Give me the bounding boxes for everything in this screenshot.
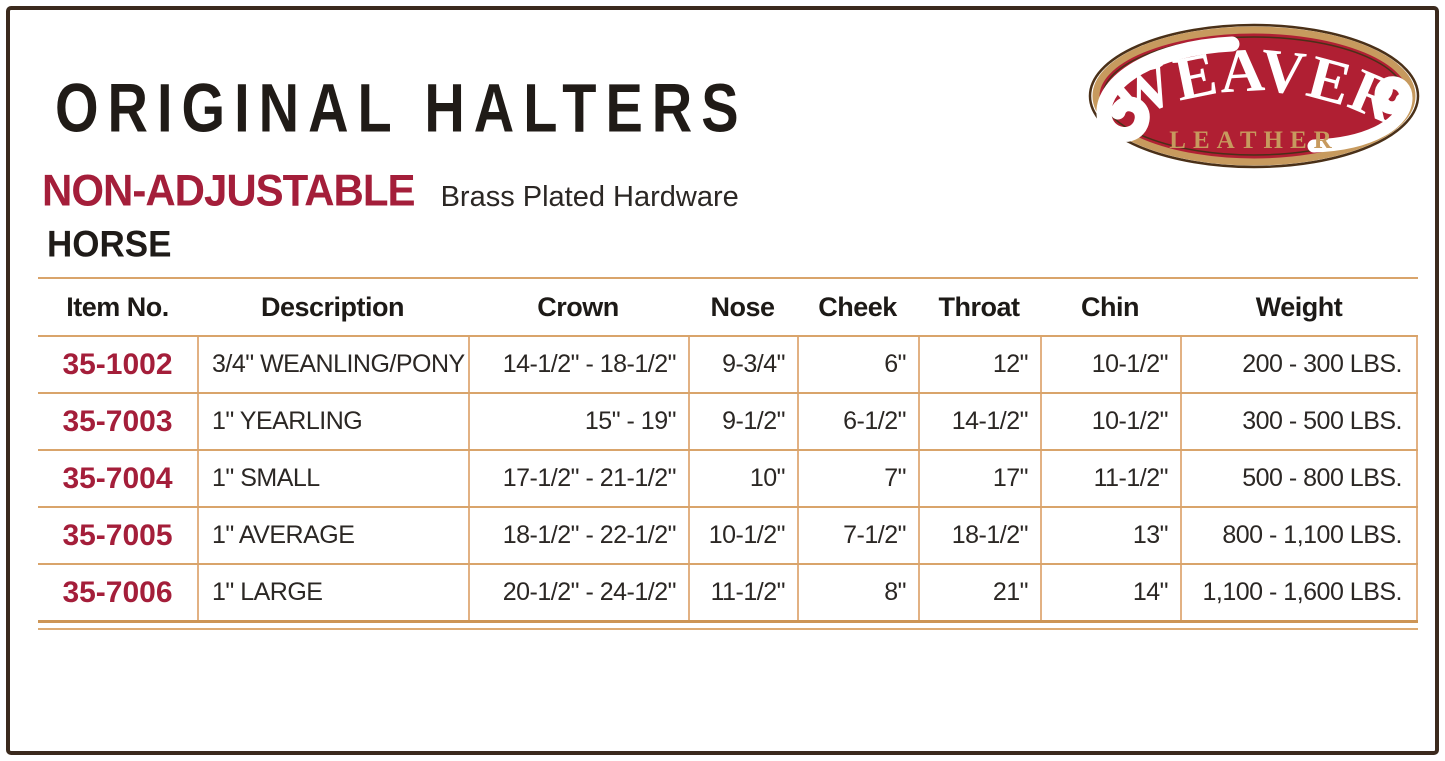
cell-nose: 9-1/2": [688, 394, 797, 449]
cell-weight: 1,100 - 1,600 LBS.: [1180, 565, 1418, 620]
cell-cheek: 7-1/2": [797, 508, 918, 563]
table-bottom-rule: [38, 628, 1418, 630]
cell-chin: 10-1/2": [1040, 394, 1180, 449]
subtitle-row: NON-ADJUSTABLE Brass Plated Hardware: [42, 165, 739, 216]
cell-cheek: 6": [797, 337, 918, 392]
cell-description: 1" YEARLING: [197, 394, 468, 449]
col-header-weight: Weight: [1255, 291, 1343, 322]
cell-crown: 17-1/2" - 21-1/2": [468, 451, 688, 506]
subtitle: NON-ADJUSTABLE: [42, 165, 416, 215]
table-row: 35-7004 1" SMALL 17-1/2" - 21-1/2" 10" 7…: [38, 451, 1418, 508]
cell-chin: 14": [1040, 565, 1180, 620]
table-row: 35-7003 1" YEARLING 15" - 19" 9-1/2" 6-1…: [38, 394, 1418, 451]
cell-crown: 15" - 19": [468, 394, 688, 449]
logo-outer-ring: [1088, 23, 1420, 169]
table-header-row: Item No. Description Crown Nose Cheek Th…: [38, 277, 1418, 337]
cell-crown: 18-1/2" - 22-1/2": [468, 508, 688, 563]
cell-cheek: 8": [797, 565, 918, 620]
col-header-item-no: Item No.: [66, 291, 169, 322]
cell-item-no: 35-7004: [62, 461, 173, 495]
cell-chin: 10-1/2": [1040, 337, 1180, 392]
cell-chin: 13": [1040, 508, 1180, 563]
cell-description: 3/4" WEANLING/PONY: [197, 337, 468, 392]
table-row: 35-7006 1" LARGE 20-1/2" - 24-1/2" 11-1/…: [38, 565, 1418, 623]
cell-cheek: 7": [797, 451, 918, 506]
cell-item-no: 35-1002: [62, 347, 173, 381]
cell-item-no: 35-7003: [62, 404, 173, 438]
cell-nose: 9-3/4": [688, 337, 797, 392]
cell-item-no: 35-7005: [62, 518, 173, 552]
col-header-crown: Crown: [537, 291, 619, 322]
table-body: 35-1002 3/4" WEANLING/PONY 14-1/2" - 18-…: [38, 337, 1418, 623]
col-header-cheek: Cheek: [818, 291, 897, 322]
cell-weight: 300 - 500 LBS.: [1180, 394, 1418, 449]
cell-throat: 12": [918, 337, 1040, 392]
logo-right-swash: [1307, 76, 1413, 153]
cell-weight: 500 - 800 LBS.: [1180, 451, 1418, 506]
cell-description: 1" SMALL: [197, 451, 468, 506]
col-header-throat: Throat: [938, 291, 1021, 322]
page-title: ORIGINAL HALTERS: [55, 69, 748, 147]
cell-throat: 18-1/2": [918, 508, 1040, 563]
logo-brand-sub-text: LEATHER: [1169, 127, 1338, 154]
cell-weight: 800 - 1,100 LBS.: [1180, 508, 1418, 563]
cell-throat: 21": [918, 565, 1040, 620]
spec-table: Item No. Description Crown Nose Cheek Th…: [38, 277, 1418, 630]
cell-nose: 10": [688, 451, 797, 506]
cell-cheek: 6-1/2": [797, 394, 918, 449]
weaver-leather-logo: WEAVER LEATHER: [1088, 23, 1420, 169]
category-label: HORSE: [47, 224, 172, 265]
cell-chin: 11-1/2": [1040, 451, 1180, 506]
col-header-chin: Chin: [1081, 291, 1140, 322]
cell-throat: 17": [918, 451, 1040, 506]
cell-throat: 14-1/2": [918, 394, 1040, 449]
cell-nose: 10-1/2": [688, 508, 797, 563]
cell-crown: 20-1/2" - 24-1/2": [468, 565, 688, 620]
logo-left-swash: [1096, 36, 1240, 142]
cell-weight: 200 - 300 LBS.: [1180, 337, 1418, 392]
table-row: 35-7005 1" AVERAGE 18-1/2" - 22-1/2" 10-…: [38, 508, 1418, 565]
col-header-description: Description: [260, 291, 405, 322]
cell-item-no: 35-7006: [62, 575, 173, 609]
subtitle-note: Brass Plated Hardware: [440, 181, 739, 213]
col-header-nose: Nose: [710, 291, 775, 322]
cell-description: 1" LARGE: [197, 565, 468, 620]
cell-description: 1" AVERAGE: [197, 508, 468, 563]
table-row: 35-1002 3/4" WEANLING/PONY 14-1/2" - 18-…: [38, 337, 1418, 394]
cell-nose: 11-1/2": [688, 565, 797, 620]
cell-crown: 14-1/2" - 18-1/2": [468, 337, 688, 392]
